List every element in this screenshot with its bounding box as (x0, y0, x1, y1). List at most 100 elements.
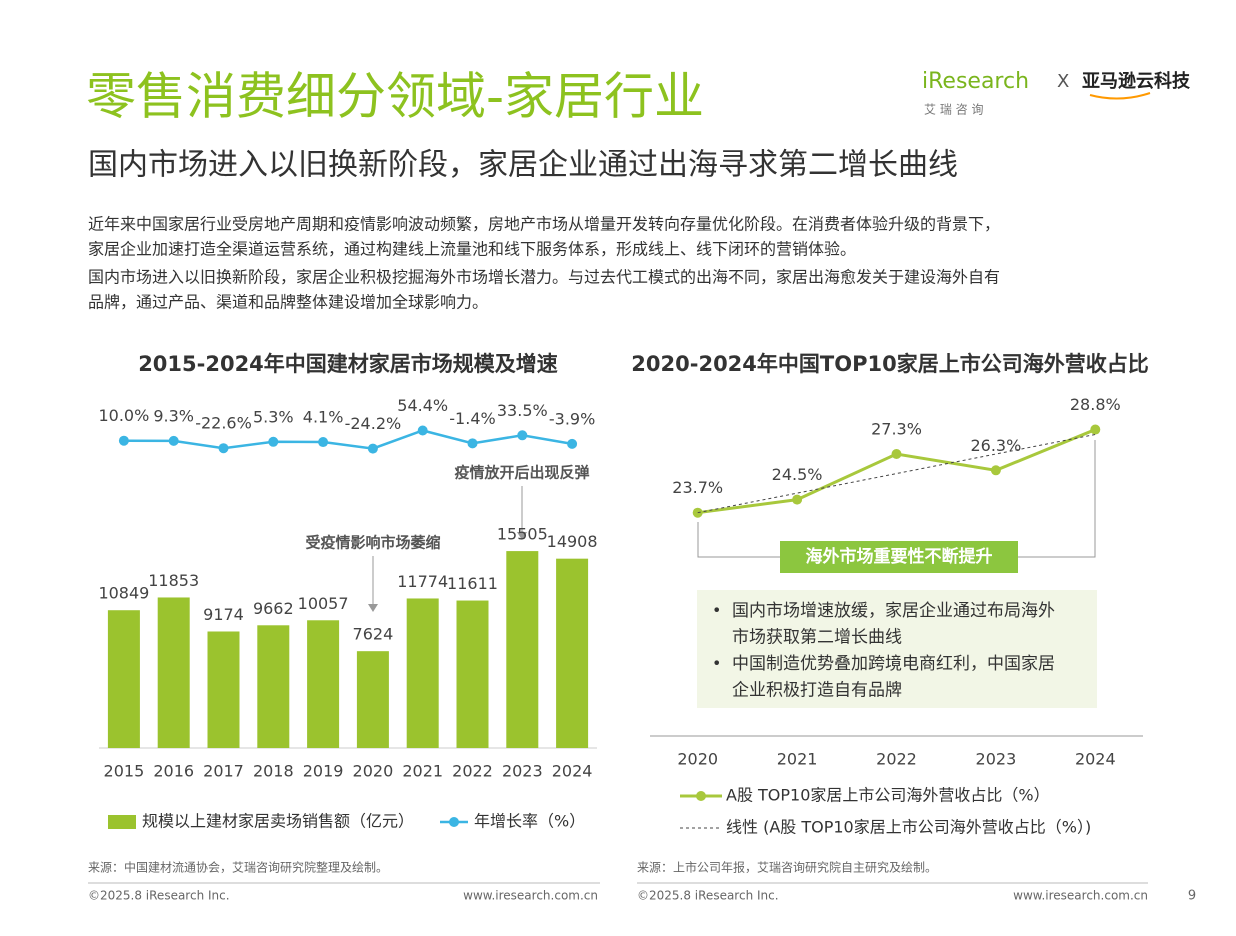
bar-label: 11774 (397, 572, 448, 591)
arrow-head (517, 532, 527, 540)
logo-x: X (1057, 71, 1069, 92)
x-tick-label: 2022 (876, 750, 917, 769)
bar (207, 631, 240, 748)
page-title: 零售消费细分领域-家居行业 (86, 68, 704, 126)
growth-point (567, 438, 578, 449)
bar-label: 11853 (148, 571, 199, 590)
intro-line: 国内市场进入以旧换新阶段，家居企业积极挖掘海外市场增长潜力。与过去代工模式的出海… (88, 268, 1000, 287)
bar (307, 620, 340, 748)
x-tick-label: 2024 (552, 762, 593, 781)
line-label: -22.6% (195, 414, 252, 433)
intro-line: 家居企业加速打造全渠道运营系统，通过构建线上流量池和线下服务体系，形成线上、线下… (88, 240, 856, 259)
bullet-dot: • (712, 654, 721, 673)
growth-point (118, 435, 129, 446)
bullet-text: 市场获取第二增长曲线 (732, 628, 902, 648)
copyright: ©2025.8 iResearch Inc. (637, 889, 779, 903)
legend-label: 线性 (A股 TOP10家居上市公司海外营收占比（%）) (726, 818, 1091, 837)
legend-label: A股 TOP10家居上市公司海外营收占比（%） (726, 786, 1050, 805)
intro-line: 品牌，通过产品、渠道和品牌整体建设增加全球影响力。 (88, 293, 488, 312)
x-tick-label: 2021 (777, 750, 818, 769)
growth-point (318, 437, 329, 448)
annotation: 疫情放开后出现反弹 (454, 464, 589, 482)
trend-line (697, 433, 1096, 514)
line-label: 54.4% (397, 396, 448, 415)
value-label: 23.7% (672, 478, 723, 497)
x-tick-label: 2022 (452, 762, 493, 781)
growth-point (467, 438, 478, 449)
bar (257, 625, 290, 748)
growth-line (123, 429, 573, 450)
source: 来源：中国建材流通协会，艾瑞咨询研究院整理及绘制。 (88, 860, 388, 875)
x-tick-label: 2018 (253, 762, 294, 781)
line-label: 4.1% (303, 408, 344, 427)
bullet-text: 中国制造优势叠加跨境电商红利，中国家居 (732, 654, 1055, 674)
growth-point (168, 435, 179, 446)
logo-sub: 艾 瑞 咨 询 (924, 102, 983, 117)
legend-label: 规模以上建材家居卖场销售额（亿元） (142, 812, 414, 831)
data-point (891, 449, 902, 460)
bar-label: 14908 (547, 532, 598, 551)
logo-box (922, 64, 1040, 98)
x-tick-label: 2017 (203, 762, 244, 781)
line-label: -24.2% (345, 414, 402, 433)
x-tick-label: 2023 (502, 762, 543, 781)
value-label: 26.3% (970, 436, 1021, 455)
legend-marker (696, 791, 706, 801)
annotation: 受疫情影响市场萎缩 (305, 534, 440, 552)
growth-point (367, 443, 378, 454)
line-label: 9.3% (153, 406, 194, 425)
legend-swatch (108, 815, 136, 829)
url: www.iresearch.com.cn (463, 889, 598, 903)
growth-point (268, 436, 279, 447)
bar (356, 651, 389, 748)
growth-point (417, 425, 428, 436)
line-label: -1.4% (449, 409, 495, 428)
x-tick-label: 2015 (104, 762, 145, 781)
chart-title: 2015-2024年中国建材家居市场规模及增速 (138, 352, 558, 376)
bullet-box (697, 590, 1097, 708)
legend-marker (449, 817, 459, 827)
data-point (1090, 424, 1101, 435)
value-label: 27.3% (871, 420, 922, 439)
bar (556, 558, 589, 748)
bar-label: 9662 (253, 599, 294, 618)
x-tick-label: 2020 (353, 762, 394, 781)
line-label: -3.9% (549, 409, 595, 428)
bar (456, 600, 489, 748)
page-number: 9 (1188, 889, 1196, 904)
bar (506, 551, 539, 748)
value-label: 24.5% (772, 465, 823, 484)
x-tick-label: 2023 (976, 750, 1017, 769)
bar-label: 10057 (298, 594, 349, 613)
partner-logo: 亚马逊云科技 (1082, 70, 1191, 92)
legend-label: 年增长率（%） (474, 812, 585, 831)
bar-label: 9174 (203, 605, 244, 624)
line-label: 5.3% (253, 407, 294, 426)
x-tick-label: 2024 (1075, 750, 1116, 769)
x-tick-label: 2020 (677, 750, 718, 769)
bar-label: 15505 (497, 525, 548, 544)
page-subtitle: 国内市场进入以旧换新阶段，家居企业通过出海寻求第二增长曲线 (88, 148, 958, 183)
bar (107, 610, 140, 748)
logo: iResearch (922, 69, 1029, 94)
arrow-head (368, 604, 378, 612)
source: 来源：上市公司年报，艾瑞咨询研究院自主研究及绘制。 (637, 860, 937, 875)
bullet-text: 企业积极打造自有品牌 (732, 681, 902, 701)
x-tick-label: 2019 (303, 762, 344, 781)
partner-swoosh (1089, 92, 1151, 100)
value-label: 28.8% (1070, 395, 1121, 414)
bullet-text: 国内市场增速放缓，家居企业通过布局海外 (732, 601, 1055, 621)
data-line (697, 428, 1096, 515)
callout: 海外市场重要性不断提升 (806, 546, 993, 567)
x-tick-label: 2021 (402, 762, 443, 781)
x-tick-label: 2016 (153, 762, 194, 781)
line-label: 33.5% (497, 401, 548, 420)
line-label: 10.0% (98, 406, 149, 425)
url: www.iresearch.com.cn (1013, 889, 1148, 903)
bullet-dot: • (712, 601, 721, 620)
bar-label: 11611 (447, 574, 498, 593)
data-point (792, 494, 803, 505)
intro-line: 近年来中国家居行业受房地产周期和疫情影响波动频繁，房地产市场从增量开发转向存量优… (88, 215, 1000, 234)
copyright: ©2025.8 iResearch Inc. (88, 889, 230, 903)
